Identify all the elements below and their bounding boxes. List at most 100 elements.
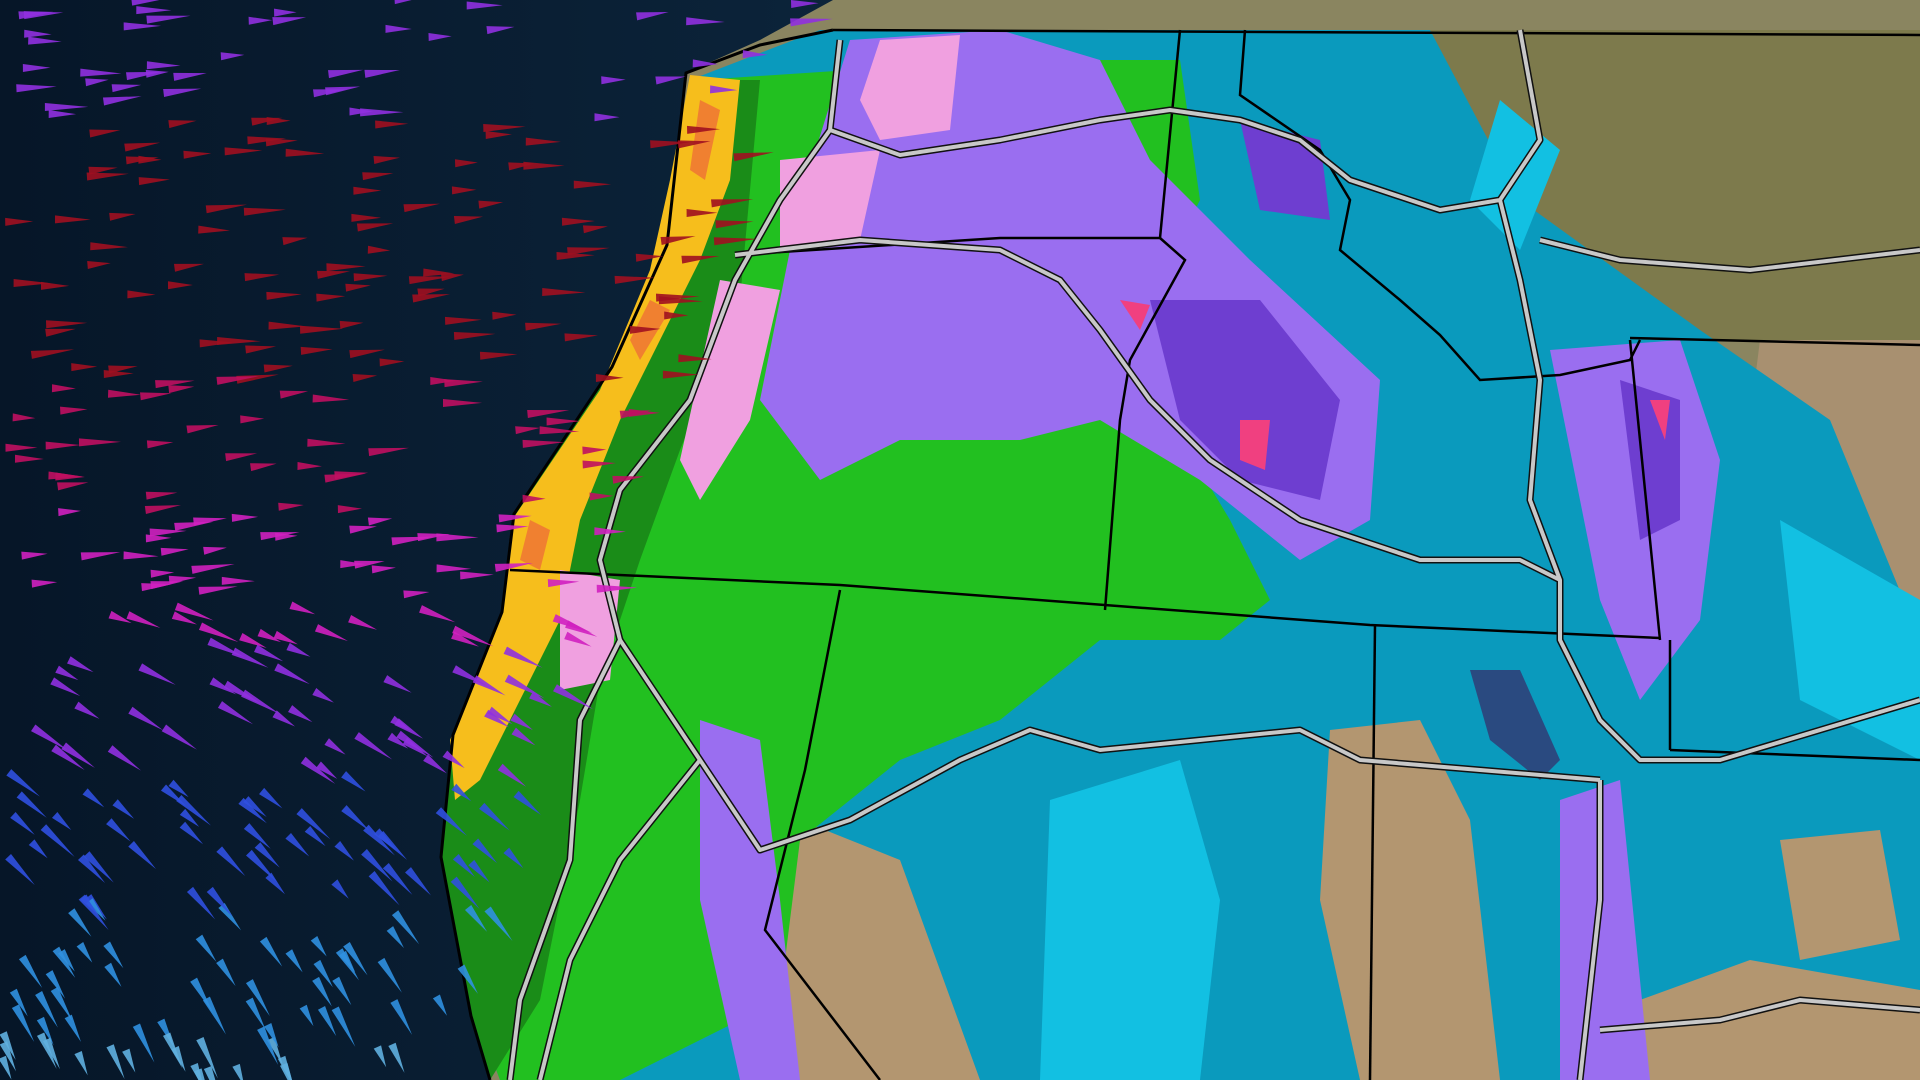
highway [829,29,1542,212]
wind-arrow-icon [515,426,541,435]
wind-arrow-icon [417,288,445,297]
wind-arrow-icon [138,663,176,685]
wind-arrow-icon [662,370,699,379]
border-id-mt [1238,29,1642,382]
wind-arrow-icon [285,949,303,973]
wind-arrow-icon [171,1046,186,1072]
wind-arrow-icon [681,255,720,264]
border-id-wy [1628,339,1662,641]
wind-arrow-icon [30,349,75,359]
wind-arrow-icon [40,824,75,857]
precip-pink [560,35,960,690]
border-wa-id [1158,29,1182,239]
wind-arrow-icon [268,321,306,330]
wind-arrow-icon [132,1023,155,1063]
precip-violet [1150,120,1680,540]
wind-arrow-icon [216,958,236,987]
state-borders [509,28,1920,1080]
wind-arrow-icon [316,293,346,302]
wind-arrow-icon [368,871,400,906]
wind-arrow-icon [317,1006,337,1037]
wind-arrow-icon [195,934,217,962]
wind-arrow-icon [248,16,273,25]
wind-arrow-icon [373,828,397,851]
wind-arrow-icon [335,948,359,981]
wind-arrow-icon [282,237,308,246]
wind-arrow-icon [733,152,774,162]
wind-arrow-icon [163,88,202,97]
wind-arrow-icon [349,525,377,534]
wind-arrow-icon [107,389,141,398]
wind-arrow-icon [203,546,227,555]
wind-arrow-icon [128,706,164,731]
wind-arrow-icon [28,36,62,45]
wind-arrow-icon [314,624,348,642]
wind-arrow-icon [245,997,266,1030]
wind-arrow-icon [539,426,580,435]
wind-arrow-icon [457,964,478,994]
wind-arrow-icon [77,854,106,884]
wind-arrow-icon [35,991,58,1028]
wind-arrow-icon [677,140,711,149]
wind-arrow-icon [80,552,121,561]
wind-arrow-icon [89,129,121,138]
wind-arrow-icon [205,204,247,214]
wind-arrow-icon [328,69,363,79]
wind-arrow-icon [203,1066,224,1080]
border-or-id [1103,237,1187,611]
wind-arrow-icon [310,936,327,957]
wind-arrow-icon [0,1055,12,1080]
wind-arrow-icon [379,358,405,367]
wind-arrow-icon [55,665,79,681]
wind-arrow-icon [168,779,189,798]
wind-arrow-icon [90,242,128,251]
wind-arrow-icon [198,586,238,595]
wind-arrow-icon [331,1006,356,1047]
wind-arrow-icon [102,96,142,106]
wind-arrow-icon [259,787,283,809]
wind-arrow-icon [368,447,409,457]
wind-arrow-icon [353,186,382,195]
wind-arrow-icon [497,763,527,787]
wind-arrow-icon [352,374,378,382]
wind-arrow-icon [468,859,490,883]
wind-arrow-icon [362,172,394,181]
border-or-ca-nv [509,568,1661,640]
wind-arrow-icon [161,724,197,750]
wind-arrow-icon [194,1068,213,1080]
wind-arrow-icon [55,472,85,481]
wind-arrow-icon [254,644,284,662]
wind-arrow-icon [76,942,93,963]
wind-arrow-icon [106,1044,125,1080]
wind-arrow-icon [635,253,664,262]
wind-arrow-icon [6,769,40,797]
wind-arrow-icon [145,69,169,78]
wind-arrow-icon [112,799,135,819]
wind-arrow-icon [658,296,703,305]
wind-arrow-icon [5,443,38,452]
wind-arrow-icon [484,906,513,942]
wind-arrow-icon [275,532,298,541]
wind-arrow-icon [28,839,48,859]
wind-arrow-icon [504,674,545,699]
wind-arrow-icon [186,424,219,434]
wind-arrow-icon [354,732,393,760]
wind-arrow-icon [146,15,191,24]
wind-arrow-icon [131,0,173,6]
wind-arrow-icon [5,853,35,886]
wind-arrow-icon [582,460,617,469]
wind-arrow-icon [285,148,325,157]
wind-arrow-icon [525,322,562,331]
wind-arrow-icon [279,1062,297,1080]
wind-arrow-icon [547,579,580,588]
wind-arrow-icon [383,675,412,693]
wind-arrow-icon [107,745,142,771]
wind-arrow-icon [396,730,434,758]
wind-arrow-icon [109,212,136,221]
wind-arrow-icon [325,86,361,96]
wind-arrow-icon [42,1037,60,1070]
wind-arrow-icon [198,622,239,643]
wind-arrow-icon [614,275,655,284]
wind-arrow-icon [460,571,494,580]
